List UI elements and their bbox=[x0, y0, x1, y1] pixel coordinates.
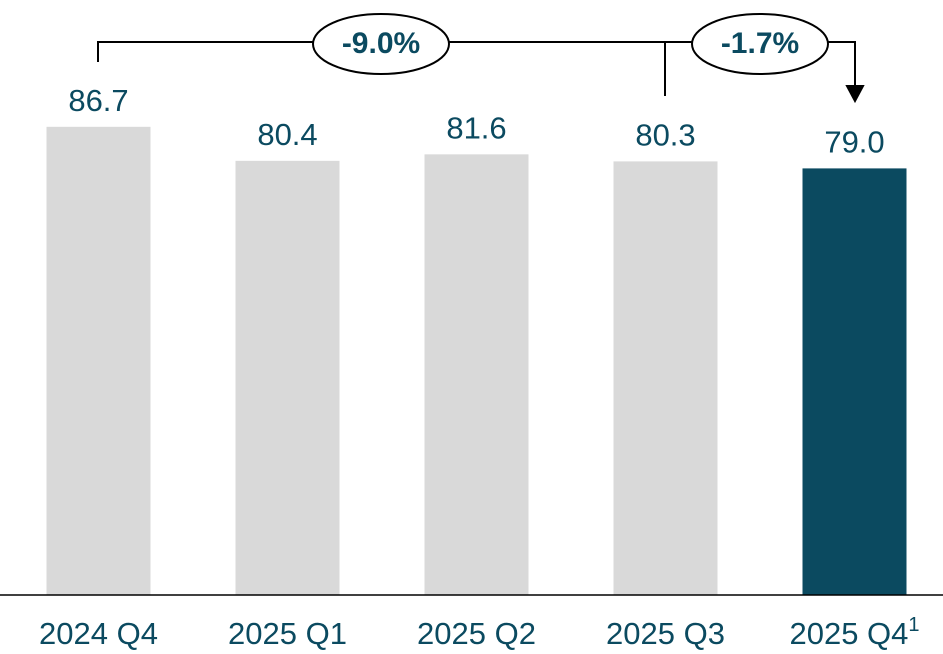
value-label: 79.0 bbox=[824, 125, 884, 160]
x-tick-label: 2025 Q41 bbox=[789, 614, 919, 651]
value-label: 80.4 bbox=[257, 117, 317, 152]
value-label: 86.7 bbox=[68, 83, 128, 118]
category-text: 2025 Q3 bbox=[606, 616, 725, 651]
bracket-line bbox=[97, 41, 856, 88]
value-label: 80.3 bbox=[635, 118, 695, 153]
x-tick-label: 2025 Q2 bbox=[417, 616, 536, 651]
bar bbox=[802, 168, 907, 595]
annotation: -9.0% bbox=[342, 27, 420, 60]
category-text: 2024 Q4 bbox=[39, 616, 158, 651]
bar bbox=[424, 154, 529, 596]
annotation-bubble bbox=[312, 13, 450, 75]
x-tick-label: 2025 Q3 bbox=[606, 616, 725, 651]
annotation-bubble bbox=[691, 13, 829, 75]
category-text: 2025 Q1 bbox=[228, 616, 347, 651]
bar bbox=[613, 161, 718, 595]
bar bbox=[46, 126, 151, 595]
annotation: -1.7% bbox=[721, 27, 799, 60]
category-text: 2025 Q2 bbox=[417, 616, 536, 651]
category-text: 2025 Q4 bbox=[789, 616, 908, 651]
x-tick-label: 2024 Q4 bbox=[39, 616, 158, 651]
bar bbox=[235, 160, 340, 595]
value-label: 81.6 bbox=[446, 111, 506, 146]
x-tick-label: 2025 Q1 bbox=[228, 616, 347, 651]
footnote-mark: 1 bbox=[908, 614, 919, 636]
change-brackets bbox=[97, 13, 865, 104]
arrow-head bbox=[845, 85, 865, 104]
